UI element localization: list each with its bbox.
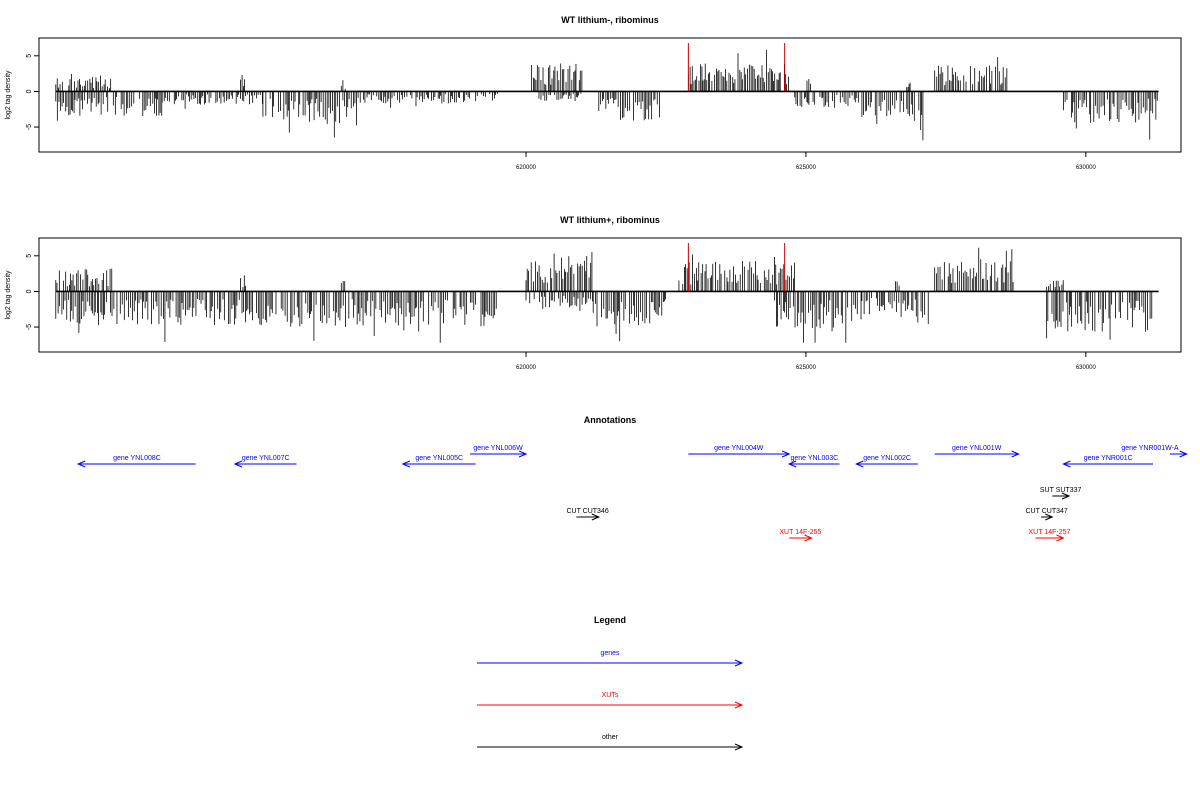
feature-label: XUT 14F-255: [779, 529, 821, 536]
feature-label: gene YNL003C: [790, 455, 838, 462]
feature-arrowhead: [787, 460, 797, 468]
plot-frame: [38, 37, 1182, 153]
annotation-track: Annotations gene YNL008C gene YNL007Cgene…: [76, 415, 1188, 542]
feature-label: CUT CUT347: [1026, 508, 1068, 515]
panel-title: WT lithium-, ribominus: [561, 15, 659, 25]
axis-ticks: 620000 625000 630000 5 0 -5: [26, 254, 1097, 371]
feature-label: SUT SUT337: [1040, 487, 1082, 494]
feature-arrowhead: [1061, 492, 1071, 500]
feature-arrowhead: [1045, 513, 1054, 521]
feature-label: gene YNL006W: [473, 445, 523, 452]
plot-frame: [38, 237, 1182, 353]
density-bars: [55, 242, 1159, 343]
feature-label: XUT 14F-257: [1029, 529, 1071, 536]
legend-title: Legend: [594, 615, 626, 625]
feature-arrowhead: [1056, 534, 1065, 542]
legend-arrowhead: [734, 659, 744, 667]
feature-arrowhead: [1179, 450, 1188, 458]
feature-label: gene YNL004W: [714, 445, 764, 452]
feature-label: gene YNL001W: [952, 445, 1002, 452]
x-tick-label: 630000: [1076, 365, 1097, 371]
density-panel-lithium-plus: WT lithium+, ribominus log2 tag density …: [5, 215, 1182, 371]
legend-label: XUTs: [602, 692, 619, 699]
feature-arrowhead: [233, 460, 243, 468]
density-panel-lithium-minus: WT lithium-, ribominus log2 tag density …: [5, 15, 1182, 171]
axis-ticks: 620000 625000 630000 5 0 -5: [26, 54, 1097, 171]
y-tick-label: 0: [26, 89, 33, 93]
density-bars: [55, 42, 1159, 141]
y-tick-label: -5: [26, 324, 33, 330]
feature-arrowhead: [518, 450, 528, 458]
y-axis-label: log2 tag density: [5, 70, 12, 120]
y-tick-label: 0: [26, 289, 33, 293]
feature-arrowhead: [1062, 460, 1071, 468]
feature-arrowhead: [781, 450, 791, 458]
feature-label: CUT CUT346: [566, 508, 608, 515]
legend: Legend genes XUTs other: [477, 615, 744, 751]
legend-label: other: [602, 734, 619, 741]
feature-arrowhead: [804, 534, 813, 542]
feature-arrowhead: [401, 460, 411, 468]
annotation-features: gene YNL008C gene YNL007C gene YNL006W gene…: [76, 445, 1188, 542]
legend-arrowhead: [734, 743, 744, 751]
legend-items: genes XUTs other: [477, 650, 744, 751]
feature-label: gene YNL005C: [415, 455, 463, 462]
annotations-title: Annotations: [584, 415, 637, 425]
feature-arrowhead: [76, 460, 86, 468]
x-tick-label: 630000: [1076, 165, 1097, 171]
feature-label: gene YNR001C: [1084, 455, 1133, 462]
feature-label: gene YNL007C: [242, 455, 290, 462]
feature-label: gene YNL002C: [863, 455, 911, 462]
legend-arrowhead: [734, 701, 744, 709]
y-tick-label: 5: [26, 254, 33, 258]
y-tick-label: -5: [26, 124, 33, 130]
feature-label: gene YNL008C: [113, 455, 161, 462]
legend-label: genes: [600, 650, 620, 657]
x-tick-label: 620000: [516, 165, 537, 171]
x-tick-label: 625000: [796, 165, 817, 171]
feature-arrowhead: [591, 513, 601, 521]
feature-arrowhead: [1011, 450, 1020, 458]
feature-arrowhead: [855, 460, 864, 468]
x-tick-label: 625000: [796, 365, 817, 371]
feature-label: gene YNR001W-A: [1121, 445, 1179, 452]
panel-title: WT lithium+, ribominus: [560, 215, 660, 225]
x-tick-label: 620000: [516, 365, 537, 371]
y-axis-label: log2 tag density: [5, 270, 12, 320]
y-tick-label: 5: [26, 54, 33, 58]
